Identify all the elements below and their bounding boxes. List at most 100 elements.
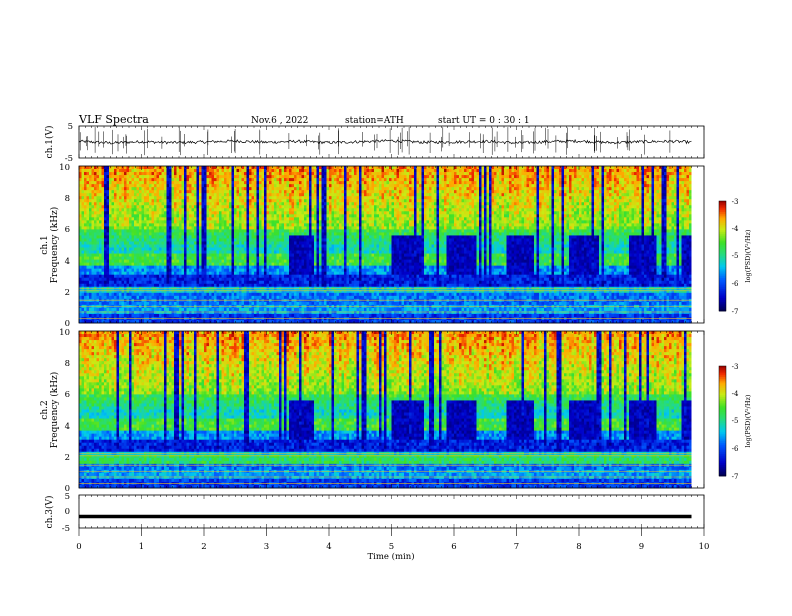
spec1-cell	[277, 272, 280, 275]
spec1-cell	[152, 251, 155, 254]
spec1-cell	[199, 317, 202, 320]
spec1-cell	[282, 211, 285, 214]
spec1-cell	[222, 211, 225, 214]
spec1-cell	[112, 308, 115, 311]
spec1-cell	[254, 314, 257, 317]
spec1-cell	[247, 317, 250, 320]
spec1-cell	[229, 290, 232, 293]
spec1-cell	[87, 232, 90, 235]
spec1-cell	[144, 278, 147, 281]
spec1-cell	[204, 214, 207, 217]
spec1-cell	[149, 232, 152, 235]
spec1-cell	[257, 260, 260, 263]
spec1-cell	[229, 211, 232, 214]
spec1-cell	[187, 196, 190, 199]
spec1-cell	[224, 187, 227, 190]
spec1-cell	[124, 238, 127, 241]
spec1-cell	[147, 232, 150, 235]
spec1-cell	[152, 199, 155, 202]
spec1-cell	[269, 217, 272, 220]
spec1-cell	[229, 296, 232, 299]
spec1-cell	[202, 220, 205, 223]
spec1-cell	[234, 296, 237, 299]
spec1-cell	[129, 187, 132, 190]
spec1-cell	[202, 302, 205, 305]
spec1-cell	[82, 281, 85, 284]
spec1-cell	[277, 211, 280, 214]
spec1-cell	[284, 251, 287, 254]
spec1-cell	[184, 232, 187, 235]
spec1-cell	[272, 275, 275, 278]
spec1-cell	[149, 293, 152, 296]
spec1-cell	[174, 196, 177, 199]
spec1-cell	[104, 266, 107, 269]
ch1-waveform-trace	[79, 140, 692, 144]
spec1-cell	[134, 275, 137, 278]
spec1-cell	[184, 196, 187, 199]
spec1-cell	[127, 241, 130, 244]
spec1-cell	[289, 211, 292, 214]
spec1-cell	[194, 196, 197, 199]
spec1-cell	[282, 308, 285, 311]
spec1-cell	[254, 187, 257, 190]
spec1-cell	[277, 257, 280, 260]
spec1-cell	[294, 245, 297, 248]
spec1-cell	[274, 254, 277, 257]
spec1-cell	[219, 257, 222, 260]
spec1-cell	[194, 317, 197, 320]
spec1-cell	[164, 308, 167, 311]
spec1-cell	[114, 175, 117, 178]
spec1-cell	[109, 317, 112, 320]
spec1-cell	[267, 263, 270, 266]
spec1-cell	[149, 299, 152, 302]
spec1-cell	[82, 184, 85, 187]
spec1-cell	[219, 199, 222, 202]
spec1-cell	[84, 269, 87, 272]
spec1-cell	[274, 226, 277, 229]
spec1-cell	[187, 272, 190, 275]
spec1-cell	[259, 229, 262, 232]
spec1-cell	[302, 299, 305, 302]
spec1-cell	[212, 281, 215, 284]
spec1-cell	[132, 211, 135, 214]
spec1-cell	[289, 181, 292, 184]
spec1-cell	[162, 314, 165, 317]
spec1-cell	[92, 181, 95, 184]
spec1-cell	[269, 178, 272, 181]
spec1-cell	[307, 245, 310, 248]
spec1-cell	[304, 257, 307, 260]
spec1-cell	[244, 245, 247, 248]
spec1-cell	[152, 272, 155, 275]
spec1-cell	[109, 214, 112, 217]
spec1-cell	[182, 196, 185, 199]
spec1-cell	[199, 217, 202, 220]
spec1-cell	[97, 266, 100, 269]
spec1-cell	[289, 214, 292, 217]
spec1-cell	[274, 223, 277, 226]
spec1-cell	[82, 190, 85, 193]
spec1-cell	[147, 281, 150, 284]
spec1-cell	[289, 296, 292, 299]
spec1-cell	[307, 266, 310, 269]
spec1-cell	[182, 187, 185, 190]
spec1-cell	[194, 211, 197, 214]
spec1-cell	[94, 199, 97, 202]
spec1-cell	[184, 254, 187, 257]
spec1-cell	[194, 302, 197, 305]
spec1-cell	[232, 196, 235, 199]
spec1-cell	[192, 238, 195, 241]
spec1-cell	[102, 254, 105, 257]
spec1-cell	[302, 235, 305, 238]
spec1-cell	[157, 175, 160, 178]
spec1-cell	[249, 251, 252, 254]
spec1-cell	[107, 214, 110, 217]
spec1-cell	[222, 229, 225, 232]
spec1-cell	[282, 290, 285, 293]
spec1-cell	[184, 169, 187, 172]
spec1-cell	[277, 199, 280, 202]
spec1-cell	[99, 214, 102, 217]
spec1-cell	[302, 175, 305, 178]
spec1-cell	[289, 199, 292, 202]
spec1-cell	[217, 181, 220, 184]
spec1-cell	[207, 269, 210, 272]
